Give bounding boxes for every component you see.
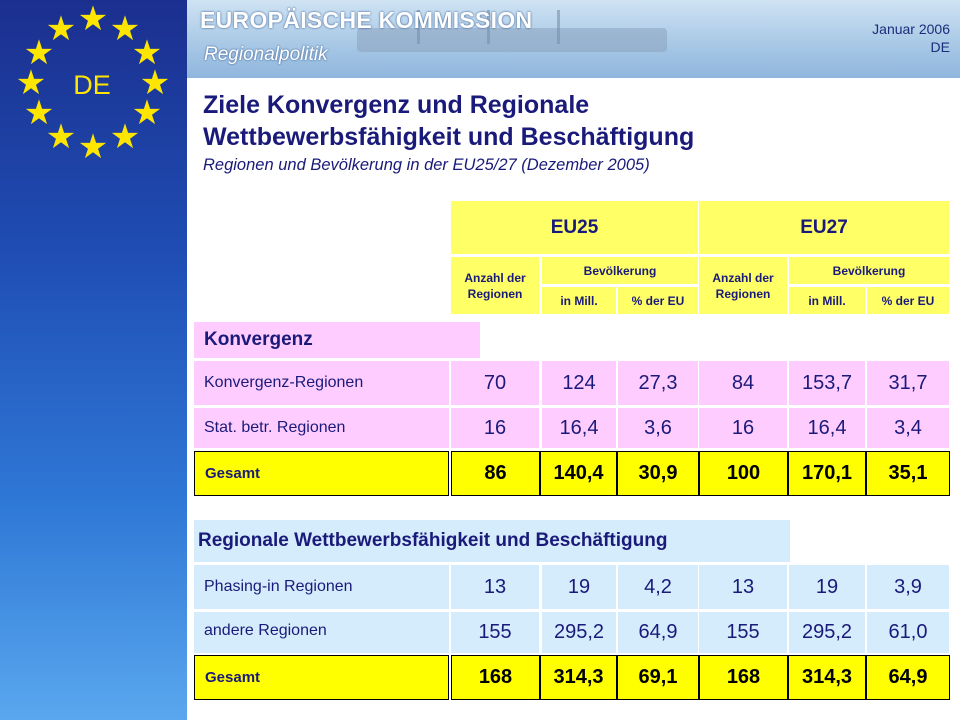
total-value-cell: 314,3 (540, 655, 617, 700)
date-block: Januar 2006 DE (872, 20, 950, 56)
header-eu25: EU25 (451, 201, 698, 254)
total-value-cell: 100 (699, 451, 788, 496)
value-cell: 124 (542, 361, 616, 405)
value-cell: 61,0 (867, 612, 949, 653)
section-title-competitiveness: Regionale Wettbewerbsfähigkeit und Besch… (194, 520, 790, 562)
star-icon: ★ (77, 128, 109, 166)
organization-name: EUROPÄISCHE KOMMISSION (200, 7, 533, 33)
value-cell: 27,3 (618, 361, 698, 405)
language-code: DE (930, 39, 950, 55)
value-cell: 295,2 (542, 612, 616, 653)
star-icon: ★ (131, 94, 163, 132)
value-cell: 3,4 (867, 408, 949, 448)
header-population-eu25: Bevölkerung (542, 257, 698, 284)
header-region-count-eu25: Anzahl der Regionen (451, 257, 539, 314)
value-cell: 16,4 (789, 408, 865, 448)
row-label-phasing-in-regions: Phasing-in Regionen (194, 565, 449, 609)
value-cell: 13 (451, 565, 539, 609)
page-subtitle: Regionen und Bevölkerung in der EU25/27 … (203, 156, 650, 174)
value-cell: 3,6 (618, 408, 698, 448)
total-value-cell: 69,1 (617, 655, 699, 700)
row-label-stat-regions: Stat. betr. Regionen (194, 408, 449, 448)
total-value-cell: 35,1 (866, 451, 950, 496)
value-cell: 3,9 (867, 565, 949, 609)
section-title-convergence: Konvergenz (194, 322, 480, 358)
star-icon: ★ (45, 118, 77, 156)
total-value-cell: 30,9 (617, 451, 699, 496)
value-cell: 16 (451, 408, 539, 448)
value-cell: 295,2 (789, 612, 865, 653)
banner-mast (557, 10, 560, 44)
star-icon: ★ (139, 64, 171, 102)
row-label-total-competitiveness: Gesamt (194, 655, 449, 700)
total-value-cell: 168 (451, 655, 540, 700)
total-value-cell: 170,1 (788, 451, 866, 496)
header-eu27: EU27 (699, 201, 949, 254)
header-pct-eu-eu25: % der EU (618, 287, 698, 314)
value-cell: 84 (699, 361, 787, 405)
value-cell: 155 (451, 612, 539, 653)
header-region-count-eu27: Anzahl der Regionen (699, 257, 787, 314)
value-cell: 70 (451, 361, 539, 405)
star-icon: ★ (131, 34, 163, 72)
page-title-line-2: Wettbewerbsfähigkeit und Beschäftigung (203, 123, 695, 151)
star-icon: ★ (23, 34, 55, 72)
value-cell: 4,2 (618, 565, 698, 609)
page-title-line-1: Ziele Konvergenz und Regionale (203, 91, 590, 119)
total-value-cell: 64,9 (866, 655, 950, 700)
star-icon: ★ (109, 10, 141, 48)
star-icon: ★ (77, 0, 109, 38)
header-in-mill-eu27: in Mill. (789, 287, 865, 314)
row-label-convergence-regions: Konvergenz-Regionen (194, 361, 449, 405)
value-cell: 13 (699, 565, 787, 609)
value-cell: 155 (699, 612, 787, 653)
total-value-cell: 168 (699, 655, 788, 700)
department-name: Regionalpolitik (204, 44, 328, 65)
value-cell: 64,9 (618, 612, 698, 653)
row-label-other-regions: andere Regionen (194, 612, 449, 653)
total-value-cell: 140,4 (540, 451, 617, 496)
banner-mast (417, 10, 420, 44)
total-value-cell: 314,3 (788, 655, 866, 700)
eu-flag-sidebar: ★ ★ ★ ★ ★ ★ ★ ★ ★ ★ ★ ★ DE (0, 0, 187, 720)
star-icon: ★ (45, 10, 77, 48)
flag-country-label: DE (73, 70, 111, 100)
star-icon: ★ (15, 64, 47, 102)
row-label-total-convergence: Gesamt (194, 451, 449, 496)
header-banner (187, 0, 960, 78)
star-icon: ★ (109, 118, 141, 156)
banner-mast (487, 10, 490, 44)
value-cell: 16 (699, 408, 787, 448)
header-pct-eu-eu27: % der EU (867, 287, 949, 314)
value-cell: 19 (789, 565, 865, 609)
banner-ship-image (357, 28, 667, 52)
star-icon: ★ (23, 94, 55, 132)
value-cell: 31,7 (867, 361, 949, 405)
header-population-eu27: Bevölkerung (789, 257, 949, 284)
date-text: Januar 2006 (872, 21, 950, 37)
value-cell: 16,4 (542, 408, 616, 448)
page-title: Ziele Konvergenz und Regionale Wettbewer… (203, 89, 694, 153)
value-cell: 153,7 (789, 361, 865, 405)
header-in-mill-eu25: in Mill. (542, 287, 616, 314)
total-value-cell: 86 (451, 451, 540, 496)
value-cell: 19 (542, 565, 616, 609)
